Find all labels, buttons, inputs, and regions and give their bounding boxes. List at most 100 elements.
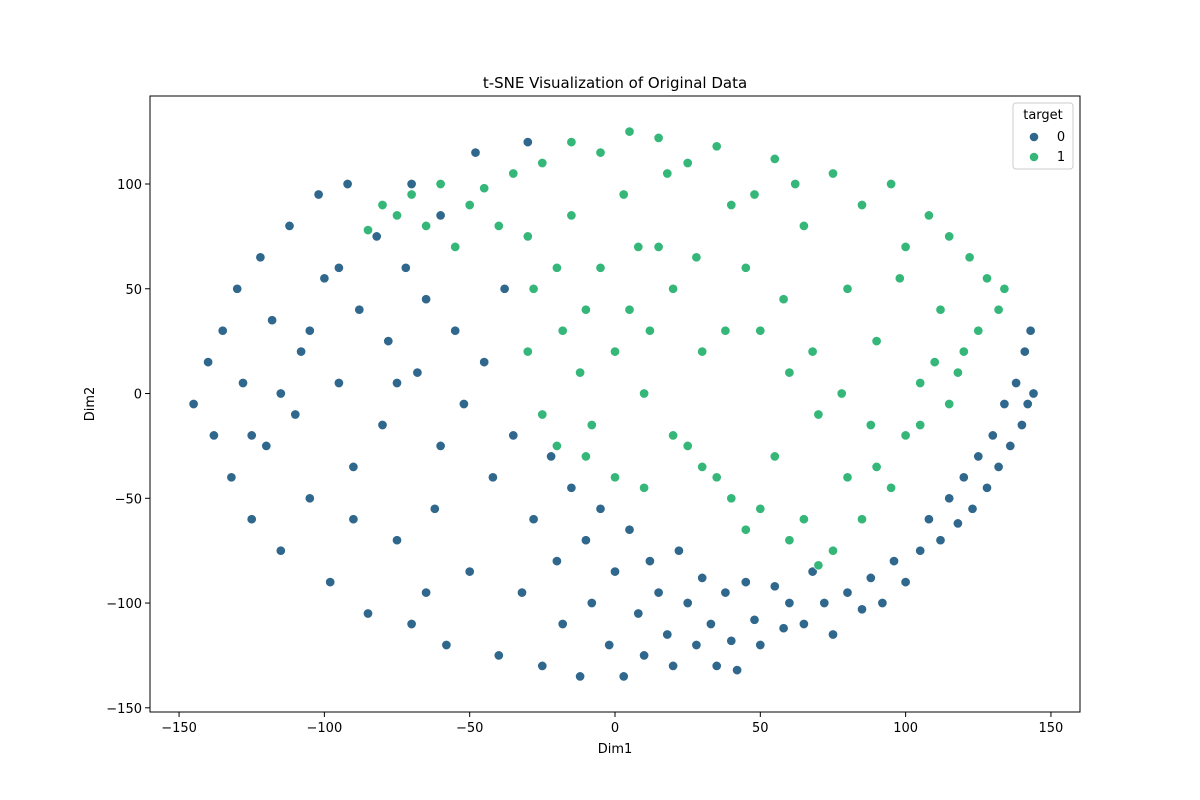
scatter-point-series-1 xyxy=(557,325,568,336)
scatter-point-series-0 xyxy=(377,419,388,431)
scatter-point-series-1 xyxy=(697,346,708,357)
scatter-point-series-1 xyxy=(865,419,876,431)
y-tick-label: −50 xyxy=(115,492,142,507)
scatter-point-series-1 xyxy=(886,482,897,493)
scatter-point-series-1 xyxy=(842,283,853,294)
scatter-point-series-0 xyxy=(981,482,993,493)
y-tick-label: 100 xyxy=(117,178,142,193)
scatter-point-series-0 xyxy=(450,325,461,336)
scatter-point-series-0 xyxy=(557,618,568,630)
scatter-point-series-1 xyxy=(813,560,824,571)
scatter-point-series-0 xyxy=(528,514,539,525)
scatter-point-series-1 xyxy=(944,398,955,410)
scatter-point-series-0 xyxy=(819,597,830,609)
scatter-point-series-0 xyxy=(697,572,708,583)
scatter-point-series-0 xyxy=(470,147,481,158)
scatter-point-series-1 xyxy=(682,157,693,169)
scatter-point-series-0 xyxy=(421,294,432,305)
scatter-point-series-0 xyxy=(246,430,257,441)
x-tick-label: −150 xyxy=(161,721,197,736)
scatter-point-series-1 xyxy=(720,325,731,336)
scatter-point-series-0 xyxy=(705,618,716,630)
scatter-point-series-1 xyxy=(537,409,548,420)
scatter-point-series-0 xyxy=(1028,388,1039,399)
scatter-point-series-1 xyxy=(493,220,504,231)
scatter-point-series-0 xyxy=(662,629,673,640)
scatter-point-series-0 xyxy=(618,671,629,682)
scatter-point-series-0 xyxy=(522,137,533,148)
x-tick-label: 0 xyxy=(611,721,619,736)
scatter-point-series-0 xyxy=(644,556,655,567)
scatter-point-series-0 xyxy=(888,556,900,567)
scatter-point-series-0 xyxy=(441,639,452,651)
scatter-point-series-1 xyxy=(644,325,655,336)
scatter-point-series-1 xyxy=(871,336,882,347)
scatter-point-series-0 xyxy=(342,178,353,190)
scatter-point-series-0 xyxy=(479,357,490,368)
scatter-point-series-0 xyxy=(673,545,684,556)
scatter-point-series-0 xyxy=(508,430,519,441)
scatter-point-series-1 xyxy=(798,514,809,525)
scatter-point-series-1 xyxy=(537,157,548,169)
scatter-point-series-0 xyxy=(333,377,344,389)
scatter-point-series-0 xyxy=(842,587,853,598)
scatter-point-series-0 xyxy=(435,440,446,451)
x-tick-label: 50 xyxy=(752,721,769,736)
scatter-point-series-0 xyxy=(784,597,795,609)
axes-layer: −150 −100 −50 0 50 100 150 −150 −100 −50 0 50 100 xyxy=(106,178,1063,736)
scatter-point-series-1 xyxy=(999,283,1010,294)
scatter-point-series-0 xyxy=(391,535,403,546)
scatter-point-series-0 xyxy=(987,430,998,441)
scatter-point-series-1 xyxy=(900,241,911,252)
scatter-point-series-0 xyxy=(653,587,664,598)
legend-box xyxy=(1012,102,1074,170)
scatter-point-series-1 xyxy=(391,210,403,221)
x-tick-label: 100 xyxy=(893,721,918,736)
scatter-point-series-1 xyxy=(915,377,926,389)
scatter-point-series-0 xyxy=(261,440,272,451)
scatter-point-series-1 xyxy=(769,153,780,164)
scatter-point-series-1 xyxy=(691,252,702,263)
scatter-point-series-1 xyxy=(755,325,766,336)
scatter-point-series-1 xyxy=(871,461,882,472)
scatter-point-series-1 xyxy=(522,231,533,242)
scatter-point-series-1 xyxy=(900,430,911,441)
scatter-point-series-0 xyxy=(275,545,286,556)
scatter-point-series-0 xyxy=(391,377,403,389)
scatter-point-series-1 xyxy=(662,168,673,179)
scatter-point-series-0 xyxy=(400,262,411,273)
legend: target 0 1 xyxy=(1012,102,1074,170)
scatter-point-series-1 xyxy=(377,199,388,211)
scatter-point-series-0 xyxy=(935,535,946,546)
scatter-point-series-0 xyxy=(952,518,963,529)
scatter-point-series-0 xyxy=(999,398,1010,410)
scatter-point-series-1 xyxy=(653,241,664,252)
scatter-point-series-1 xyxy=(973,325,984,336)
scatter-point-series-1 xyxy=(551,262,562,273)
x-tick-label: 150 xyxy=(1039,721,1064,736)
scatter-point-series-0 xyxy=(313,189,324,200)
scatter-point-series-0 xyxy=(275,388,286,399)
scatter-point-series-0 xyxy=(682,597,693,609)
scatter-point-series-0 xyxy=(1005,440,1016,451)
scatter-point-series-0 xyxy=(304,493,315,504)
scatter-point-series-1 xyxy=(618,189,629,200)
scatter-point-series-0 xyxy=(348,514,359,525)
scatter-point-series-0 xyxy=(604,639,615,651)
scatter-point-series-0 xyxy=(499,283,510,294)
scatter-point-series-0 xyxy=(255,252,266,263)
scatter-point-series-0 xyxy=(798,618,809,630)
scatter-point-series-1 xyxy=(807,346,818,357)
scatter-point-series-0 xyxy=(958,472,969,483)
scatter-point-series-1 xyxy=(421,220,432,231)
scatter-point-series-1 xyxy=(711,141,722,152)
scatter-point-series-0 xyxy=(1022,398,1033,410)
scatter-point-series-1 xyxy=(915,419,926,431)
scatter-point-series-0 xyxy=(755,639,766,651)
scatter-point-series-1 xyxy=(923,210,934,221)
scatter-point-series-1 xyxy=(522,346,533,357)
legend-label-1: 1 xyxy=(1057,150,1065,165)
scatter-point-series-1 xyxy=(668,283,679,294)
scatter-point-series-0 xyxy=(203,357,214,368)
scatter-point-series-0 xyxy=(304,325,315,336)
